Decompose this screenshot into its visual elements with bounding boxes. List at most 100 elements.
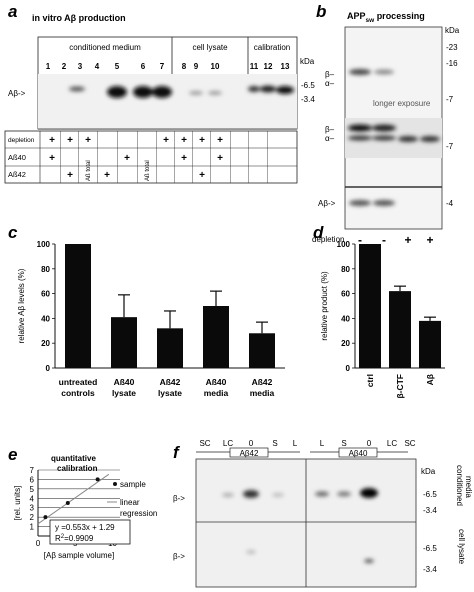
kda-mark: -7 <box>446 95 454 104</box>
x-tick-label: Aß40 <box>206 377 227 387</box>
lane-label: S <box>272 439 277 448</box>
lane-label: L <box>293 439 298 448</box>
x-axis-label: [Aβ sample volume] <box>44 551 114 560</box>
panel-e-letter: e <box>8 445 17 464</box>
kda-mark: -6.5 <box>301 81 315 90</box>
blot-bands-a <box>69 85 294 98</box>
lane-label: SC <box>404 439 415 448</box>
bar <box>203 306 229 368</box>
table-cell: + <box>181 135 187 146</box>
table-cell: + <box>199 170 205 181</box>
depletion-label: depletion <box>312 235 344 244</box>
regression-equation: y =0.553x + 1.29 <box>55 523 115 532</box>
y-tick-label: 2 <box>30 513 35 522</box>
group-conditioned-medium: conditioned medium <box>69 43 141 52</box>
bar-chart-c: 0 20 40 60 80 100 relative Aβ levels (%) untrea… <box>17 240 285 398</box>
panel-b-letter: b <box>316 2 326 21</box>
panel-a-title: in vitro Aβ production <box>32 13 126 23</box>
y-tick-label: 60 <box>341 290 350 299</box>
lane-labels: SC LC 0 S L L S 0 LC SC <box>199 439 415 448</box>
bar <box>389 291 411 368</box>
lane-number: 13 <box>281 62 290 71</box>
beta-label: β– <box>325 125 335 134</box>
panel-e: e quantitative calibration 12345670510[r… <box>8 445 157 560</box>
beta-label: β-> <box>173 494 185 503</box>
table-cell: + <box>67 135 73 146</box>
bar <box>157 328 183 368</box>
lane-number: 10 <box>211 62 220 71</box>
table-cell: Aß total <box>145 160 151 181</box>
table-cell: + <box>217 135 223 146</box>
kda-label: kDa <box>445 26 460 35</box>
kda-mark: -6.5 <box>423 490 437 499</box>
x-tick-label: lysate <box>158 388 182 398</box>
table-cell: + <box>67 170 73 181</box>
bar <box>249 333 275 368</box>
kda-label: kDa <box>421 467 436 476</box>
legend-regression: linear <box>120 498 140 507</box>
kda-mark: -6.5 <box>423 544 437 553</box>
y-axis-label: relative product (%) <box>320 271 329 341</box>
side-label-conditioned: conditioned <box>455 465 464 506</box>
y-tick-label: 7 <box>30 466 35 475</box>
regression-line <box>37 473 110 525</box>
depletion-sign: + <box>404 233 411 247</box>
lane-number: 3 <box>78 62 83 71</box>
y-tick-label: 3 <box>30 504 35 513</box>
lane-number: 4 <box>95 62 100 71</box>
table-cell: + <box>85 135 91 146</box>
x-tick-label: media <box>250 388 275 398</box>
lane-number: 2 <box>62 62 67 71</box>
lane-number: 11 <box>250 62 259 71</box>
lane-number: 5 <box>115 62 120 71</box>
x-tick-label: 0 <box>36 539 41 548</box>
x-tick-label: untreated <box>59 377 98 387</box>
kda-mark: -3.4 <box>301 95 315 104</box>
bar <box>65 244 91 368</box>
y-axis-label: relative Aβ levels (%) <box>17 268 26 343</box>
abeta-band-label: Aβ-> <box>8 89 26 98</box>
beta-label: β-> <box>173 552 185 561</box>
kda-mark: -3.4 <box>423 506 437 515</box>
group-calibration: calibration <box>254 43 290 52</box>
panel-b: b APPsw processing kDa longer exposure β… <box>312 2 460 247</box>
panel-b-title: APPsw processing <box>347 11 425 24</box>
blot-bands-f <box>222 488 378 563</box>
y-tick-label: 4 <box>30 494 35 503</box>
lane-label: S <box>341 439 346 448</box>
lane-label: 0 <box>249 439 254 448</box>
y-tick-label: 5 <box>30 485 35 494</box>
y-tick-label: 20 <box>341 339 350 348</box>
panel-f-letter: f <box>173 443 181 462</box>
legend-sample: sample <box>120 480 146 489</box>
legend-regression: regression <box>120 509 157 518</box>
panel-d-letter: d <box>313 223 324 242</box>
kda-mark: -3.4 <box>423 565 437 574</box>
panel-f: f SC LC 0 S L L S 0 LC SC Aβ42 Aβ40 kDa β-> β-> -… <box>173 439 473 588</box>
table-cell: + <box>49 153 55 164</box>
x-tick-label: Aß42 <box>252 377 273 387</box>
table-cell: + <box>163 135 169 146</box>
panel-d: d 0 20 40 60 80 100 relative product (%) ctrl β-… <box>313 223 445 399</box>
beta-label: β– <box>325 70 335 79</box>
depletion-sign: - <box>382 233 386 247</box>
alpha-label: α– <box>325 79 335 88</box>
equation-box <box>49 519 131 545</box>
lane-number: 8 <box>182 62 187 71</box>
panel-a: a in vitro Aβ production conditioned med… <box>4 2 315 184</box>
legend-marker <box>113 482 117 486</box>
group-abeta42: Aβ42 <box>240 449 259 458</box>
group-abeta40: Aβ40 <box>349 449 368 458</box>
y-tick-label: 80 <box>341 265 350 274</box>
calibration-title: calibration <box>57 464 98 473</box>
y-tick-label: 20 <box>41 339 50 348</box>
depletion-signs: - - + + <box>358 233 434 247</box>
longer-exposure-note: longer exposure <box>373 99 431 108</box>
lane-number: 7 <box>160 62 165 71</box>
lane-label: LC <box>387 439 397 448</box>
calibration-title: quantitative <box>51 454 96 463</box>
lane-number: 9 <box>194 62 199 71</box>
group-cell-lysate: cell lysate <box>192 43 228 52</box>
bar-chart-d: 0 20 40 60 80 100 relative product (%) ctrl β-CT… <box>320 240 445 399</box>
lane-label: L <box>320 439 325 448</box>
